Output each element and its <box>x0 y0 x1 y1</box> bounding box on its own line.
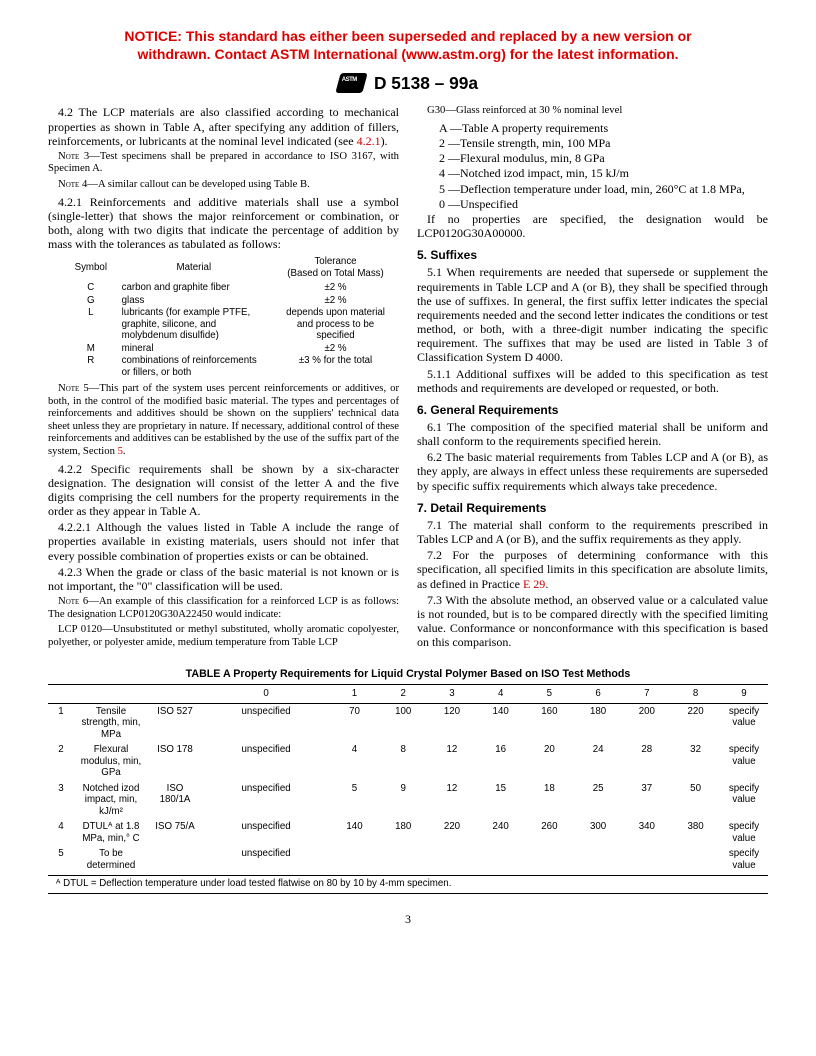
table-a: 012 345 678 9 1Tensile strength, min, MP… <box>48 684 768 876</box>
para-7.3: 7.3 With the absolute method, an observe… <box>417 593 768 650</box>
link-section5[interactable]: 5 <box>118 446 123 457</box>
para-4.2.2.1: 4.2.2.1 Although the values listed in Ta… <box>48 520 399 562</box>
note-4: Note 4—A similar callout can be develope… <box>48 179 399 192</box>
table-a-title: TABLE A Property Requirements for Liquid… <box>48 668 768 681</box>
para-ifno: If no properties are specified, the desi… <box>417 212 768 240</box>
para-7.2: 7.2 For the purposes of determining conf… <box>417 548 768 590</box>
page-number: 3 <box>48 912 768 926</box>
note-5: Note 5—This part of the system uses perc… <box>48 383 399 458</box>
para-4.2: 4.2 The LCP materials are also classifie… <box>48 105 399 147</box>
heading-7: 7. Detail Requirements <box>417 501 768 515</box>
note-6b: G30—Glass reinforced at 30 % nominal lev… <box>417 105 768 118</box>
table-row: 1Tensile strength, min, MPaISO 527unspec… <box>48 703 768 742</box>
designation-defs: A —Table A property requirements 2 —Tens… <box>427 121 768 211</box>
para-4.2.1: 4.2.1 Reinforcements and additive materi… <box>48 195 399 252</box>
title-block: D 5138 – 99a <box>48 73 768 93</box>
table-row: 4DTULᴬ at 1.8 MPa, min,° CISO 75/Aunspec… <box>48 819 768 846</box>
table-row: 2Flexural modulus, min, GPaISO 178unspec… <box>48 742 768 780</box>
para-4.2.3: 4.2.3 When the grade or class of the bas… <box>48 565 399 593</box>
astm-logo-icon <box>335 73 367 93</box>
heading-5: 5. Suffixes <box>417 248 768 262</box>
para-6.2: 6.2 The basic material requirements from… <box>417 450 768 492</box>
para-7.1: 7.1 The material shall conform to the re… <box>417 518 768 546</box>
note-6a: LCP 0120—Unsubstituted or methyl substit… <box>48 624 399 649</box>
para-6.1: 6.1 The composition of the specified mat… <box>417 420 768 448</box>
note-6: Note 6—An example of this classification… <box>48 596 399 621</box>
designation: D 5138 – 99a <box>374 73 478 93</box>
table-a-footnote: ᴬ DTUL = Deflection temperature under lo… <box>48 876 768 893</box>
para-5.1: 5.1 When requirements are needed that su… <box>417 265 768 364</box>
link-E29[interactable]: E 29 <box>523 577 545 591</box>
para-4.2.2: 4.2.2 Specific requirements shall be sho… <box>48 462 399 519</box>
table-row: 5To be determinedunspecifiedspecify valu… <box>48 846 768 875</box>
table-row: 3Notched izod impact, min, kJ/m²ISO 180/… <box>48 781 768 819</box>
para-5.1.1: 5.1.1 Additional suffixes will be added … <box>417 367 768 395</box>
notice-banner: NOTICE: This standard has either been su… <box>88 28 728 63</box>
heading-6: 6. General Requirements <box>417 403 768 417</box>
note-3: Note 3—Test specimens shall be prepared … <box>48 151 399 176</box>
link-4.2.1[interactable]: 4.2.1 <box>357 134 381 148</box>
symbol-table: Symbol Material Tolerance (Based on Tota… <box>66 255 399 379</box>
